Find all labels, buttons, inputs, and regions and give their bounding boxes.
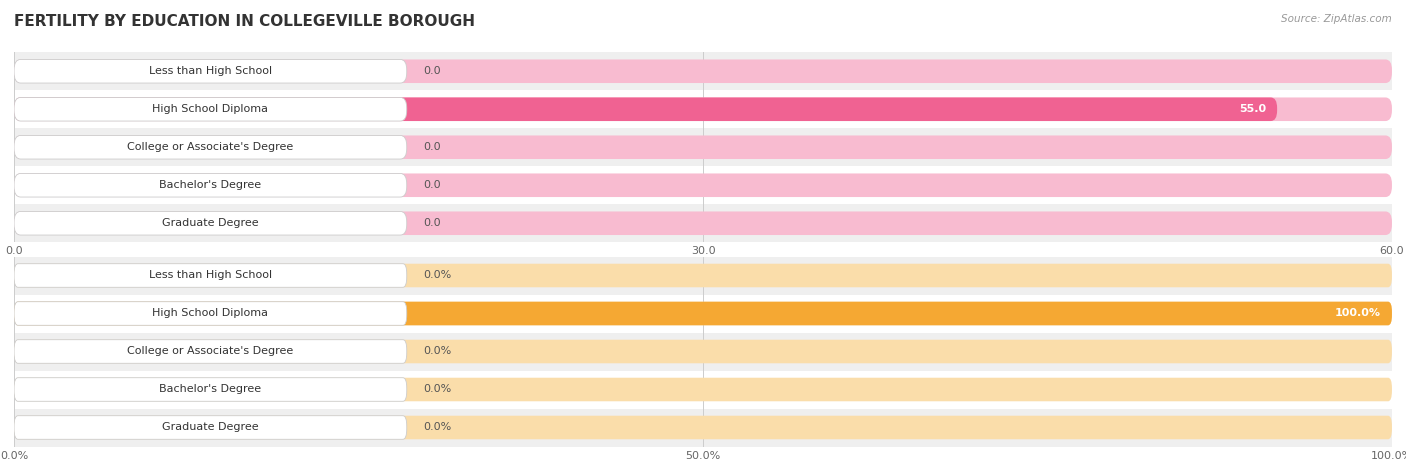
FancyBboxPatch shape (14, 173, 406, 197)
FancyBboxPatch shape (14, 135, 1392, 159)
Text: Graduate Degree: Graduate Degree (162, 422, 259, 433)
Bar (14, 256, 1392, 294)
Text: 0.0: 0.0 (423, 218, 441, 228)
FancyBboxPatch shape (14, 97, 1392, 121)
Text: 100.0%: 100.0% (1334, 308, 1381, 319)
FancyBboxPatch shape (14, 264, 406, 287)
Text: Source: ZipAtlas.com: Source: ZipAtlas.com (1281, 14, 1392, 24)
FancyBboxPatch shape (14, 302, 406, 325)
Text: Less than High School: Less than High School (149, 66, 271, 76)
Bar (14, 166, 1392, 204)
Bar (14, 204, 1392, 242)
FancyBboxPatch shape (14, 59, 1392, 83)
Text: 0.0: 0.0 (423, 66, 441, 76)
Text: 55.0: 55.0 (1239, 104, 1265, 114)
FancyBboxPatch shape (14, 59, 406, 83)
Text: 0.0%: 0.0% (423, 422, 451, 433)
FancyBboxPatch shape (14, 340, 1392, 363)
FancyBboxPatch shape (14, 211, 406, 235)
Bar (14, 294, 1392, 332)
Text: 0.0: 0.0 (423, 180, 441, 190)
Text: FERTILITY BY EDUCATION IN COLLEGEVILLE BOROUGH: FERTILITY BY EDUCATION IN COLLEGEVILLE B… (14, 14, 475, 29)
Text: Bachelor's Degree: Bachelor's Degree (159, 180, 262, 190)
Bar (14, 370, 1392, 408)
Text: College or Associate's Degree: College or Associate's Degree (128, 142, 294, 152)
Text: College or Associate's Degree: College or Associate's Degree (128, 346, 294, 357)
FancyBboxPatch shape (14, 378, 1392, 401)
FancyBboxPatch shape (14, 264, 1392, 287)
Text: Graduate Degree: Graduate Degree (162, 218, 259, 228)
FancyBboxPatch shape (14, 416, 1392, 439)
FancyBboxPatch shape (14, 135, 406, 159)
FancyBboxPatch shape (14, 302, 1392, 325)
Text: Less than High School: Less than High School (149, 270, 271, 281)
FancyBboxPatch shape (14, 302, 1392, 325)
Bar (14, 128, 1392, 166)
Text: 0.0%: 0.0% (423, 384, 451, 395)
Text: 0.0: 0.0 (423, 142, 441, 152)
Text: Bachelor's Degree: Bachelor's Degree (159, 384, 262, 395)
Bar (14, 408, 1392, 446)
Text: 0.0%: 0.0% (423, 270, 451, 281)
Bar (14, 52, 1392, 90)
Bar (14, 90, 1392, 128)
Text: High School Diploma: High School Diploma (152, 104, 269, 114)
FancyBboxPatch shape (14, 97, 406, 121)
FancyBboxPatch shape (14, 378, 406, 401)
Bar (14, 332, 1392, 371)
FancyBboxPatch shape (14, 173, 1392, 197)
Text: 0.0%: 0.0% (423, 346, 451, 357)
Text: High School Diploma: High School Diploma (152, 308, 269, 319)
FancyBboxPatch shape (14, 97, 1277, 121)
FancyBboxPatch shape (14, 340, 406, 363)
FancyBboxPatch shape (14, 211, 1392, 235)
FancyBboxPatch shape (14, 416, 406, 439)
